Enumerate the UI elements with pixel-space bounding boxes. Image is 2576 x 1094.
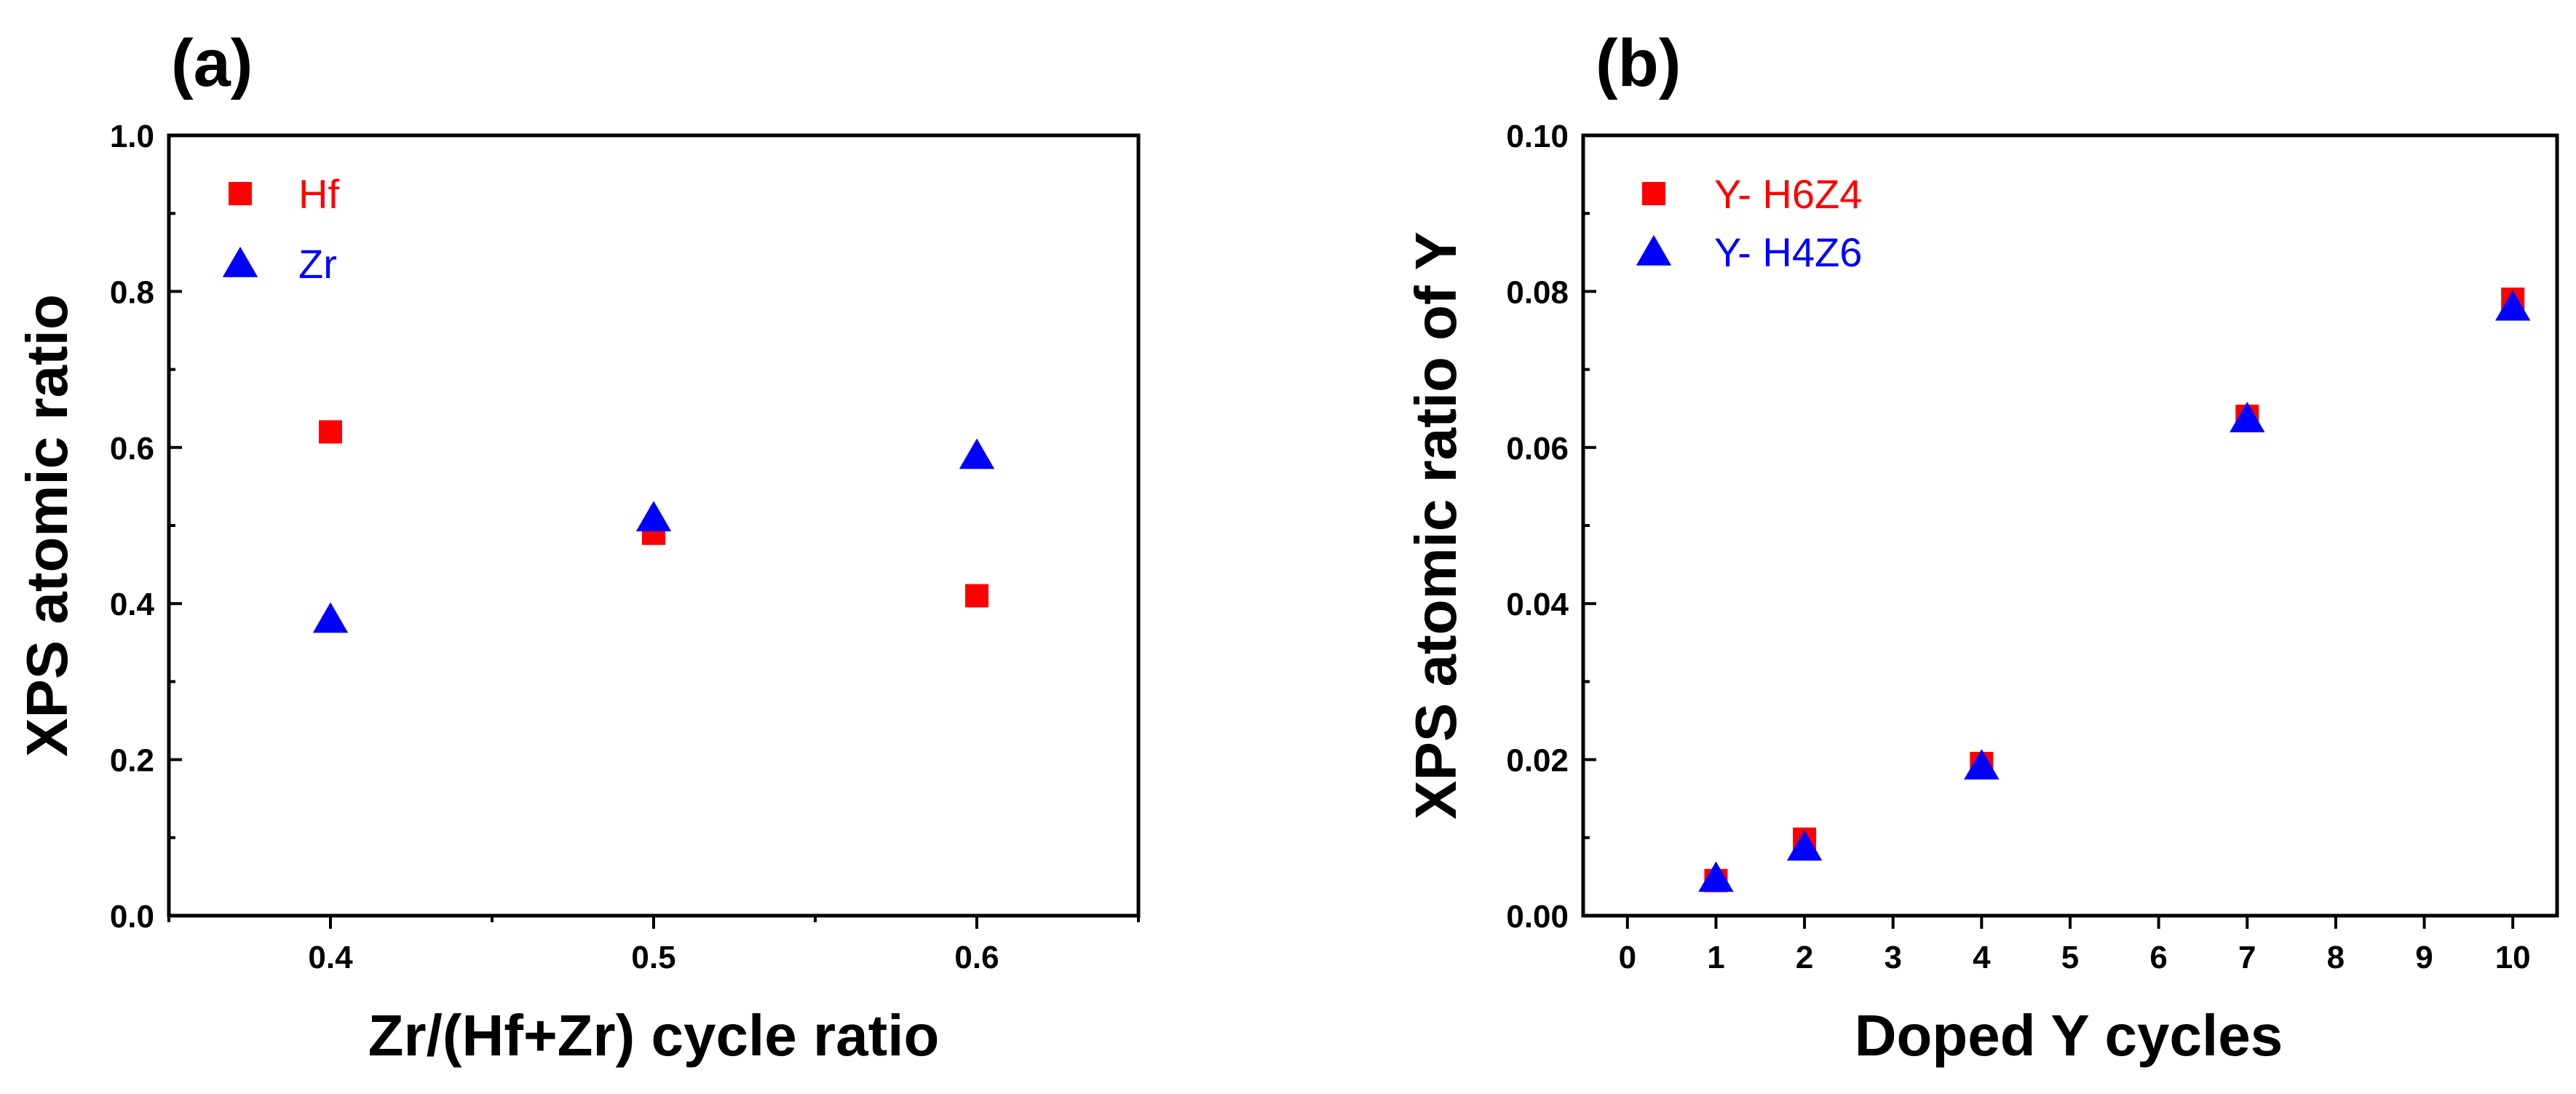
legend-marker-y-h6z4 xyxy=(1642,182,1665,205)
x-tick-label: 0.6 xyxy=(954,940,999,975)
chart-panel-b: (b) 0.00 0.02 0.04 0.06 0.08 0.10 0 1 2 3 4 5 6 7 8 9 10… xyxy=(1403,26,2559,1068)
data-point-zr xyxy=(635,501,672,531)
y-tick-label: 0.02 xyxy=(1506,743,1569,779)
y-tick-label: 0.08 xyxy=(1506,274,1569,310)
data-point-y-h4z6 xyxy=(2494,290,2531,321)
y-tick-label: 0.10 xyxy=(1506,119,1569,154)
legend-marker-hf xyxy=(229,182,252,205)
legend-marker-y-h4z6 xyxy=(1636,234,1672,266)
data-point-y-h4z6 xyxy=(2230,402,2265,432)
x-tick-label: 0 xyxy=(1619,940,1636,975)
x-tick-label: 2 xyxy=(1796,940,1813,975)
legend-marker-zr xyxy=(222,246,258,277)
x-tick-label: 5 xyxy=(2061,940,2079,975)
legend-label-hf: Hf xyxy=(298,171,339,217)
legend-label-y-h4z6: Y- H4Z6 xyxy=(1714,229,1862,275)
x-tick-label: 10 xyxy=(2495,940,2531,975)
x-tick-label: 4 xyxy=(1973,940,1991,975)
x-tick-label: 1 xyxy=(1707,940,1724,975)
data-point-hf xyxy=(965,584,988,608)
y-tick-label: 0.6 xyxy=(110,431,154,467)
x-axis-title-a: Zr/(Hf+Zr) cycle ratio xyxy=(368,1003,940,1068)
panel-label-b: (b) xyxy=(1596,26,1681,100)
marks-b xyxy=(1698,288,2531,892)
legend-b: Y- H6Z4 Y- H4Z6 xyxy=(1636,171,1862,275)
ticks-a: 0.0 0.2 0.4 0.6 0.8 1.0 0.4 0.5 0.6 xyxy=(110,119,1140,975)
y-tick-label: 0.06 xyxy=(1506,431,1569,467)
x-tick-label: 3 xyxy=(1884,940,1901,975)
y-tick-label: 0.04 xyxy=(1506,587,1569,622)
data-point-zr xyxy=(312,602,349,633)
panel-label-a: (a) xyxy=(171,26,253,100)
ticks-b: 0.00 0.02 0.04 0.06 0.08 0.10 0 1 2 3 4 5 6 7 8 9 10 xyxy=(1506,119,2530,975)
y-axis-title-b: XPS atomic ratio of Y xyxy=(1403,231,1468,820)
x-tick-label: 9 xyxy=(2415,940,2433,975)
x-tick-label: 6 xyxy=(2149,940,2167,975)
y-tick-label: 0.00 xyxy=(1506,899,1569,935)
legend-label-y-h6z4: Y- H6Z4 xyxy=(1714,171,1862,217)
y-tick-label: 0.8 xyxy=(110,274,154,310)
x-tick-label: 8 xyxy=(2327,940,2345,975)
y-axis-title-a: XPS atomic ratio xyxy=(15,294,79,757)
marks-a xyxy=(312,420,995,633)
y-tick-label: 0.0 xyxy=(110,899,154,935)
data-point-y-h4z6 xyxy=(1964,749,2000,780)
data-point-zr xyxy=(959,438,995,469)
legend-label-zr: Zr xyxy=(298,241,337,287)
x-tick-label: 0.5 xyxy=(631,940,675,975)
x-axis-title-b: Doped Y cycles xyxy=(1855,1003,2283,1068)
x-tick-label: 7 xyxy=(2238,940,2256,975)
data-point-y-h4z6 xyxy=(1698,861,1734,892)
y-tick-label: 0.2 xyxy=(110,743,154,779)
data-point-hf xyxy=(319,420,342,444)
x-tick-label: 0.4 xyxy=(308,940,353,975)
data-point-y-h4z6 xyxy=(1786,830,1823,861)
legend-a: Hf Zr xyxy=(222,171,339,287)
chart-panel-a: (a) 0.0 0.2 0.4 0.6 0.8 1.0 0.4 0.5 0.6 Hf Zr Zr/… xyxy=(15,26,1141,1068)
y-tick-label: 0.4 xyxy=(110,587,155,622)
y-tick-label: 1.0 xyxy=(110,119,154,154)
